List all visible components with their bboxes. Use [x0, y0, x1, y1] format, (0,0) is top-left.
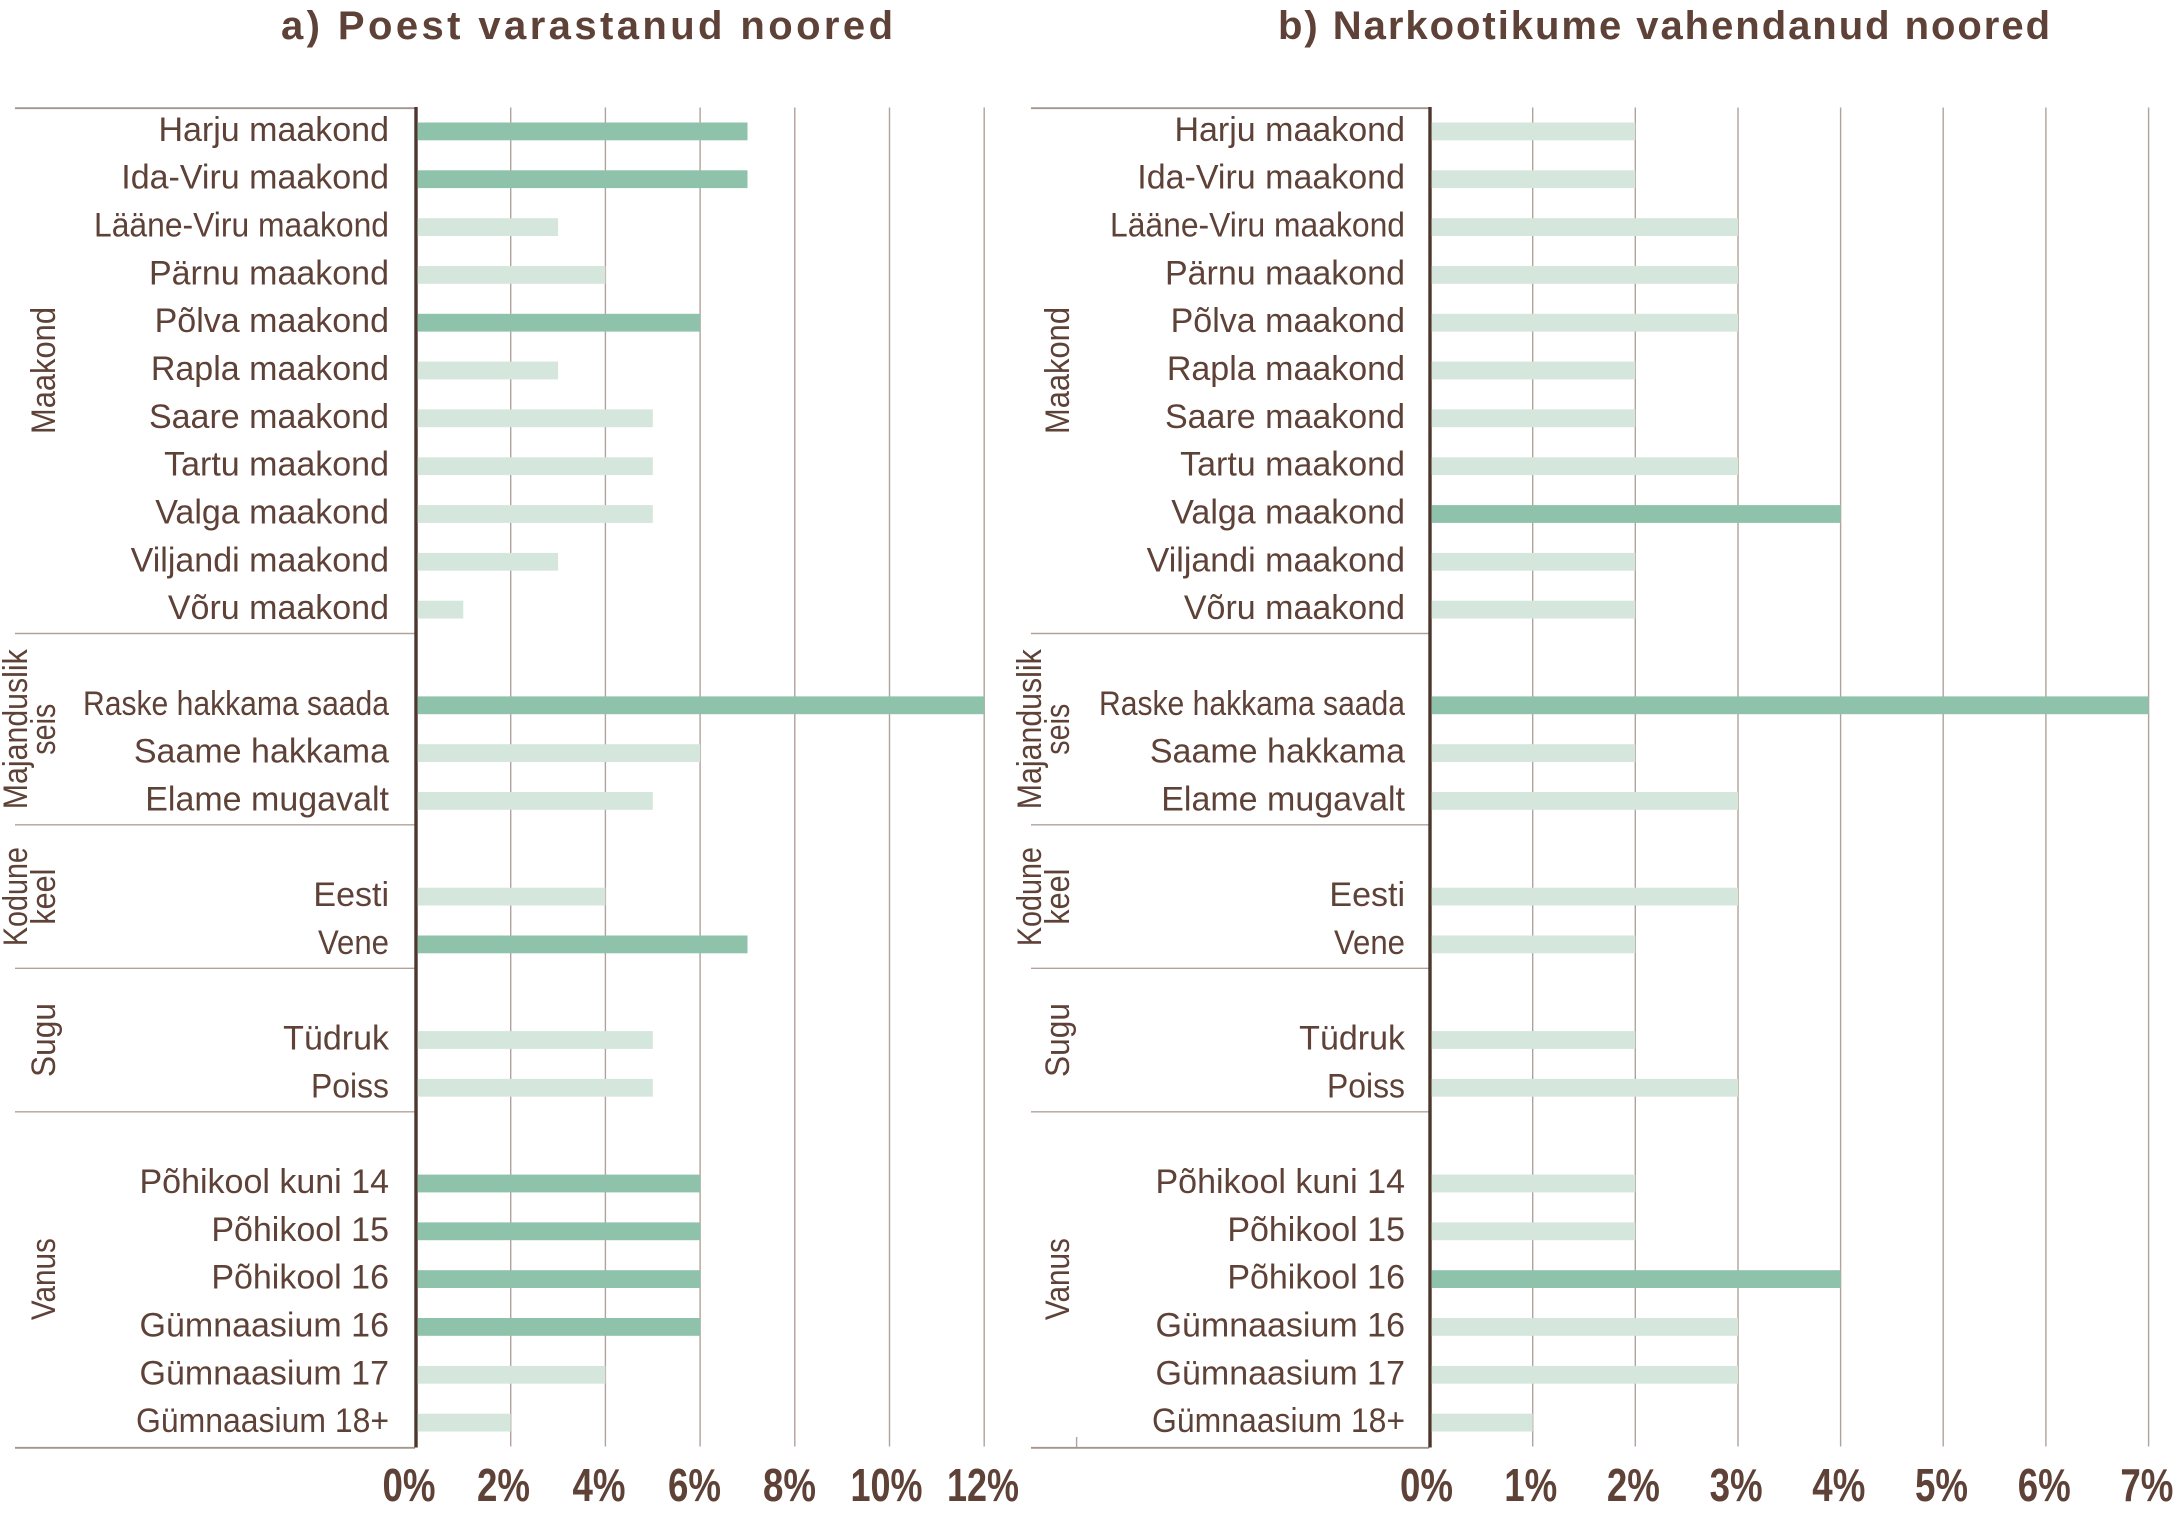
svg-text:Võru maakond: Võru maakond: [1184, 589, 1405, 627]
svg-text:Saame hakkama: Saame hakkama: [1150, 733, 1405, 771]
svg-text:Lääne-Viru maakond: Lääne-Viru maakond: [94, 207, 389, 245]
svg-text:12%: 12%: [947, 1459, 1019, 1511]
svg-text:Saare maakond: Saare maakond: [149, 398, 389, 436]
svg-text:Põhikool kuni 14: Põhikool kuni 14: [1155, 1163, 1405, 1201]
svg-text:Harju maakond: Harju maakond: [158, 111, 389, 149]
svg-text:2%: 2%: [477, 1459, 530, 1511]
svg-text:Sugu: Sugu: [1039, 1003, 1077, 1077]
svg-text:Põhikool 15: Põhikool 15: [1227, 1211, 1405, 1249]
svg-text:2%: 2%: [1607, 1459, 1660, 1511]
svg-text:seis: seis: [25, 704, 63, 755]
svg-text:Gümnaasium 17: Gümnaasium 17: [140, 1354, 389, 1392]
svg-text:Elame mugavalt: Elame mugavalt: [145, 780, 389, 818]
svg-text:Kodune: Kodune: [0, 847, 35, 946]
svg-text:Majanduslik: Majanduslik: [0, 648, 35, 809]
svg-text:0%: 0%: [383, 1459, 436, 1511]
svg-text:Põlva maakond: Põlva maakond: [155, 302, 389, 340]
svg-text:7%: 7%: [2120, 1459, 2173, 1511]
svg-text:Lääne-Viru maakond: Lääne-Viru maakond: [1110, 207, 1405, 245]
svg-text:Majanduslik: Majanduslik: [1011, 648, 1049, 809]
svg-text:Elame mugavalt: Elame mugavalt: [1161, 780, 1405, 818]
svg-text:Poiss: Poiss: [311, 1067, 389, 1105]
svg-text:Vanus: Vanus: [25, 1238, 63, 1320]
svg-text:1%: 1%: [1504, 1459, 1557, 1511]
svg-text:seis: seis: [1039, 704, 1077, 755]
svg-text:Saare maakond: Saare maakond: [1165, 398, 1405, 436]
svg-text:Pärnu maakond: Pärnu maakond: [1165, 254, 1405, 292]
svg-text:Gümnaasium 16: Gümnaasium 16: [1156, 1306, 1405, 1344]
svg-text:Viljandi maakond: Viljandi maakond: [1147, 541, 1405, 579]
svg-text:Tüdruk: Tüdruk: [1299, 1020, 1406, 1058]
svg-text:Vene: Vene: [318, 924, 389, 962]
svg-text:Harju maakond: Harju maakond: [1174, 111, 1405, 149]
svg-text:Kodune: Kodune: [1011, 847, 1049, 946]
svg-text:Raske hakkama saada: Raske hakkama saada: [1099, 685, 1405, 723]
svg-text:5%: 5%: [1915, 1459, 1968, 1511]
svg-text:b) Narkootikume vahendanud noo: b) Narkootikume vahendanud noored: [1278, 4, 2050, 48]
svg-text:8%: 8%: [763, 1459, 816, 1511]
svg-text:Gümnaasium 18+: Gümnaasium 18+: [136, 1402, 389, 1440]
svg-text:Tartu maakond: Tartu maakond: [1180, 446, 1405, 484]
svg-text:Rapla maakond: Rapla maakond: [151, 350, 389, 388]
svg-text:Põlva maakond: Põlva maakond: [1171, 302, 1405, 340]
svg-text:Maakond: Maakond: [25, 307, 63, 434]
svg-text:Maakond: Maakond: [1039, 307, 1077, 434]
svg-text:keel: keel: [1039, 869, 1077, 925]
svg-text:Poiss: Poiss: [1327, 1067, 1405, 1105]
svg-text:Raske hakkama saada: Raske hakkama saada: [83, 685, 389, 723]
svg-text:3%: 3%: [1710, 1459, 1763, 1511]
svg-text:Eesti: Eesti: [1329, 876, 1405, 914]
svg-text:Tüdruk: Tüdruk: [283, 1020, 390, 1058]
svg-text:Valga maakond: Valga maakond: [155, 494, 389, 532]
svg-text:4%: 4%: [1812, 1459, 1865, 1511]
svg-text:Sugu: Sugu: [25, 1003, 63, 1077]
svg-text:Põhikool 16: Põhikool 16: [211, 1259, 389, 1297]
svg-text:keel: keel: [25, 869, 63, 925]
svg-text:Gümnaasium 16: Gümnaasium 16: [140, 1306, 389, 1344]
svg-text:10%: 10%: [851, 1459, 923, 1511]
svg-text:Põhikool 15: Põhikool 15: [211, 1211, 389, 1249]
svg-text:Tartu maakond: Tartu maakond: [164, 446, 389, 484]
svg-text:Põhikool 16: Põhikool 16: [1227, 1259, 1405, 1297]
svg-text:Vanus: Vanus: [1039, 1238, 1077, 1320]
svg-text:Ida-Viru maakond: Ida-Viru maakond: [1137, 159, 1405, 197]
svg-text:Saame hakkama: Saame hakkama: [134, 733, 389, 771]
svg-text:Gümnaasium 17: Gümnaasium 17: [1156, 1354, 1405, 1392]
svg-text:4%: 4%: [573, 1459, 626, 1511]
svg-text:Eesti: Eesti: [313, 876, 389, 914]
svg-text:Viljandi maakond: Viljandi maakond: [131, 541, 389, 579]
svg-text:Ida-Viru maakond: Ida-Viru maakond: [121, 159, 389, 197]
svg-text:Võru maakond: Võru maakond: [168, 589, 389, 627]
svg-text:a) Poest varastanud noored: a) Poest varastanud noored: [281, 4, 893, 48]
svg-text:6%: 6%: [668, 1459, 721, 1511]
svg-text:6%: 6%: [2018, 1459, 2071, 1511]
svg-text:Rapla maakond: Rapla maakond: [1167, 350, 1405, 388]
svg-text:0%: 0%: [1400, 1459, 1453, 1511]
svg-text:Valga maakond: Valga maakond: [1171, 494, 1405, 532]
svg-text:Vene: Vene: [1334, 924, 1405, 962]
svg-text:Gümnaasium 18+: Gümnaasium 18+: [1152, 1402, 1405, 1440]
svg-text:Põhikool kuni 14: Põhikool kuni 14: [139, 1163, 389, 1201]
svg-text:Pärnu maakond: Pärnu maakond: [149, 254, 389, 292]
